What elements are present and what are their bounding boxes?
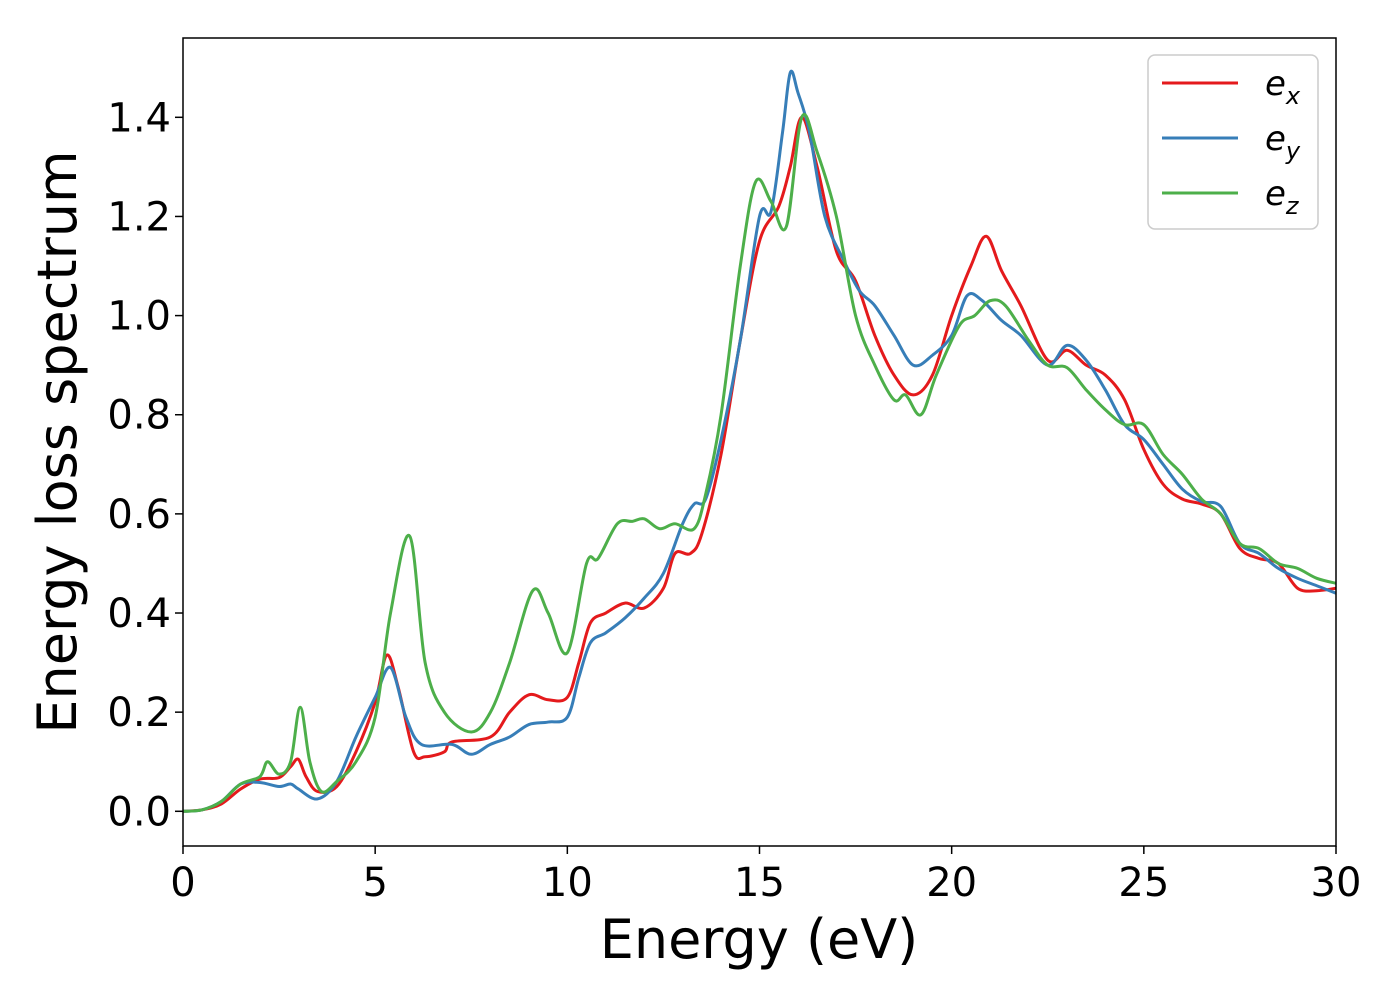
x-axis-ticks: 0 5 10 15 20 25 30	[170, 846, 1361, 906]
y-tick-label: 0.8	[107, 393, 171, 439]
y-tick-label: 1.4	[107, 95, 171, 141]
y-axis-title: Energy loss spectrum	[26, 150, 89, 733]
legend-box	[1147, 54, 1319, 230]
series-layer	[183, 69, 1336, 813]
series-line-e-x	[183, 115, 1336, 813]
x-tick-label: 10	[542, 860, 593, 906]
legend-label-subscript: x	[1285, 82, 1301, 110]
x-tick-label: 30	[1311, 860, 1362, 906]
y-tick-label: 0.0	[107, 789, 171, 835]
legend-label-base: e	[1265, 174, 1286, 214]
y-tick-label: 1.0	[107, 294, 171, 340]
x-tick-label: 25	[1118, 860, 1169, 906]
y-axis-ticks: 0.0 0.2 0.4 0.6 0.8 1.0 1.2 1.4	[107, 95, 183, 835]
legend-label-subscript: y	[1285, 137, 1301, 165]
x-tick-label: 15	[734, 860, 785, 906]
x-tick-label: 5	[362, 860, 387, 906]
series-line-e-y	[183, 69, 1336, 813]
legend-label-x: ex	[1265, 64, 1301, 110]
y-tick-label: 1.2	[107, 194, 171, 240]
y-tick-label: 0.4	[107, 591, 171, 637]
series-line-e-z	[183, 113, 1336, 813]
y-tick-label: 0.2	[107, 690, 171, 736]
legend-label-subscript: z	[1285, 192, 1300, 220]
y-tick-label: 0.6	[107, 492, 171, 538]
legend-label-base: e	[1265, 64, 1286, 104]
legend-label-y: ey	[1265, 119, 1301, 165]
x-tick-label: 20	[926, 860, 977, 906]
x-tick-label: 0	[170, 860, 195, 906]
legend-label-z: ez	[1265, 174, 1300, 220]
x-axis-title: Energy (eV)	[600, 908, 919, 971]
legend-label-base: e	[1265, 119, 1286, 159]
